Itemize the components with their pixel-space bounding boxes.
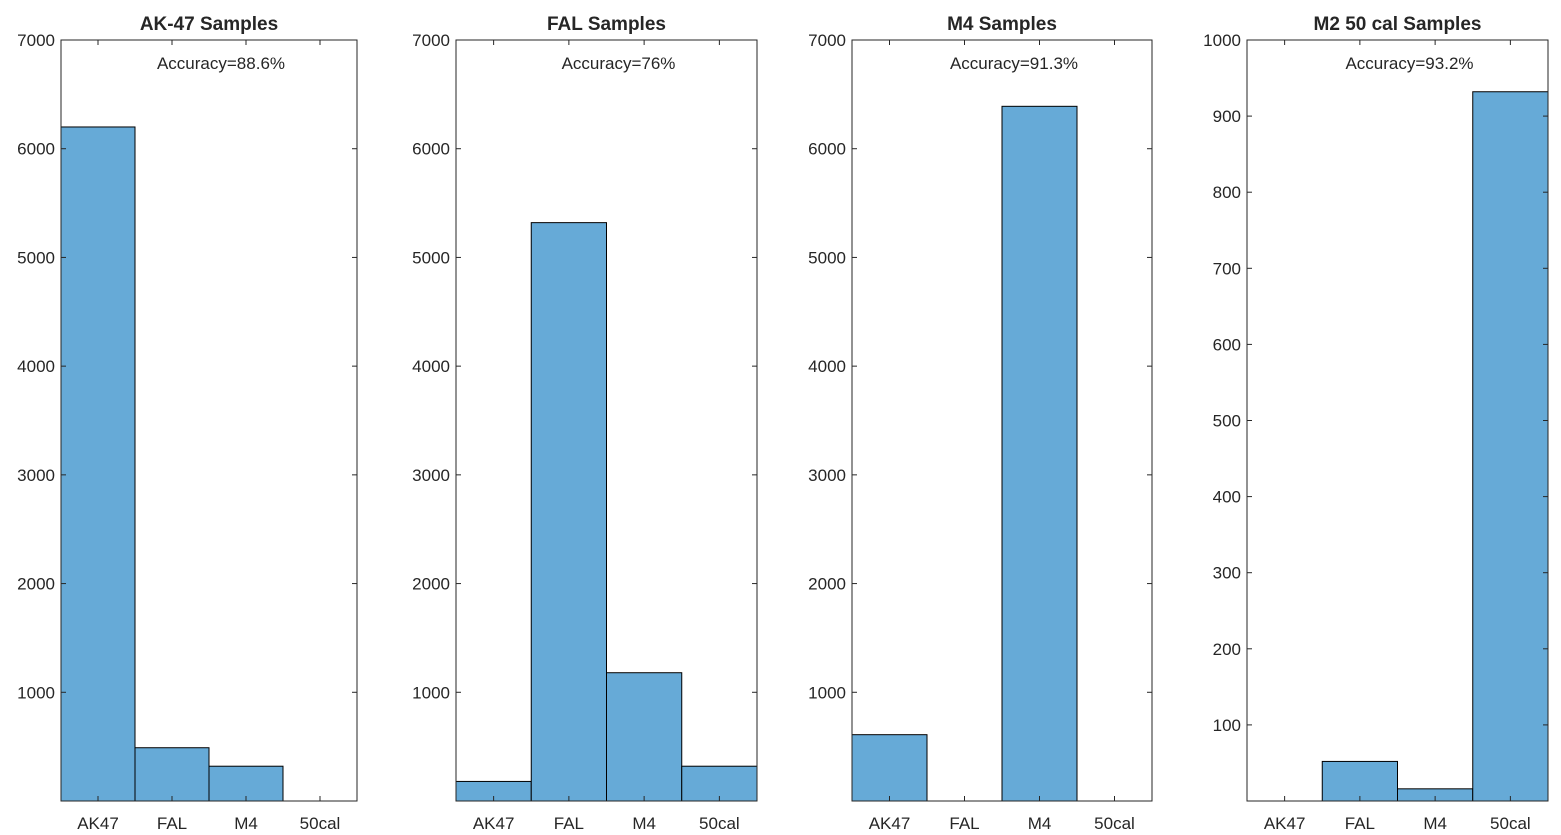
x-tick-label: M4 — [632, 814, 656, 833]
bar — [681, 765, 758, 802]
chart-title: FAL Samples — [547, 14, 666, 35]
y-tick-label: 900 — [1213, 107, 1241, 126]
y-tick-label: 1000 — [17, 683, 55, 702]
bar — [134, 747, 210, 802]
y-tick-label: 800 — [1213, 183, 1241, 202]
y-tick-label: 7000 — [412, 31, 450, 50]
accuracy-annotation: Accuracy=93.2% — [1345, 54, 1473, 73]
chart-title: AK-47 Samples — [140, 14, 278, 35]
y-tick-label: 5000 — [412, 248, 450, 267]
y-tick-label: 600 — [1213, 335, 1241, 354]
accuracy-annotation: Accuracy=91.3% — [950, 54, 1078, 73]
y-tick-label: 6000 — [808, 140, 846, 159]
y-tick-label: 5000 — [17, 248, 55, 267]
bar — [851, 734, 928, 802]
x-tick-label: AK47 — [1264, 814, 1306, 833]
x-tick-label: FAL — [554, 814, 584, 833]
y-tick-label: 400 — [1213, 488, 1241, 507]
x-tick-label: M4 — [1028, 814, 1052, 833]
y-tick-label: 7000 — [808, 31, 846, 50]
y-tick-label: 1000 — [412, 683, 450, 702]
x-tick-label: 50cal — [1094, 814, 1135, 833]
y-tick-label: 4000 — [808, 357, 846, 376]
x-tick-label: AK47 — [473, 814, 515, 833]
x-tick-label: 50cal — [300, 814, 341, 833]
y-tick-label: 3000 — [17, 466, 55, 485]
x-tick-label: FAL — [157, 814, 187, 833]
chart-title: M4 Samples — [947, 14, 1057, 35]
y-tick-label: 2000 — [808, 575, 846, 594]
axes-box — [60, 39, 358, 802]
x-tick-label: M4 — [234, 814, 258, 833]
bar — [1472, 91, 1549, 802]
axes-box — [455, 39, 758, 802]
bar — [530, 222, 607, 802]
accuracy-annotation: Accuracy=76% — [562, 54, 676, 73]
bar — [1001, 105, 1078, 802]
y-tick-label: 700 — [1213, 259, 1241, 278]
y-tick-label: 200 — [1213, 640, 1241, 659]
bar — [606, 672, 683, 802]
y-tick-label: 2000 — [412, 575, 450, 594]
chart-panel: 1000 2000 3000 4000 5000 6000 7000 AK47 FAL M4 50c… — [808, 14, 1153, 833]
bar — [1321, 760, 1398, 802]
accuracy-annotation: Accuracy=88.6% — [157, 54, 285, 73]
bar — [60, 126, 136, 802]
y-tick-label: 6000 — [412, 140, 450, 159]
y-tick-label: 4000 — [412, 357, 450, 376]
y-tick-label: 1000 — [1203, 31, 1241, 50]
x-tick-label: AK47 — [77, 814, 119, 833]
y-tick-label: 300 — [1213, 564, 1241, 583]
y-tick-label: 3000 — [412, 466, 450, 485]
y-tick-label: 5000 — [808, 248, 846, 267]
y-tick-label: 4000 — [17, 357, 55, 376]
chart-panel: 1000 2000 3000 4000 5000 6000 7000 AK47 FAL M4 50c… — [17, 14, 358, 833]
y-tick-label: 2000 — [17, 575, 55, 594]
x-tick-label: FAL — [1345, 814, 1375, 833]
chart-panel: 1000 2000 3000 4000 5000 6000 7000 AK47 FAL M4 50c… — [412, 14, 758, 833]
y-tick-label: 500 — [1213, 412, 1241, 431]
x-tick-label: 50cal — [699, 814, 740, 833]
y-tick-label: 100 — [1213, 716, 1241, 735]
y-tick-label: 3000 — [808, 466, 846, 485]
y-tick-label: 1000 — [808, 683, 846, 702]
x-tick-label: 50cal — [1490, 814, 1531, 833]
axes-box — [851, 39, 1153, 802]
y-tick-label: 6000 — [17, 140, 55, 159]
x-tick-label: FAL — [949, 814, 979, 833]
x-tick-label: M4 — [1423, 814, 1447, 833]
x-tick-label: AK47 — [869, 814, 911, 833]
chart-panel: 100 200 300 400 500 600 700 800 900 1000 AK47 FAL M4… — [1203, 14, 1549, 833]
chart-title: M2 50 cal Samples — [1314, 14, 1482, 35]
bar — [208, 765, 284, 802]
y-tick-label: 7000 — [17, 31, 55, 50]
